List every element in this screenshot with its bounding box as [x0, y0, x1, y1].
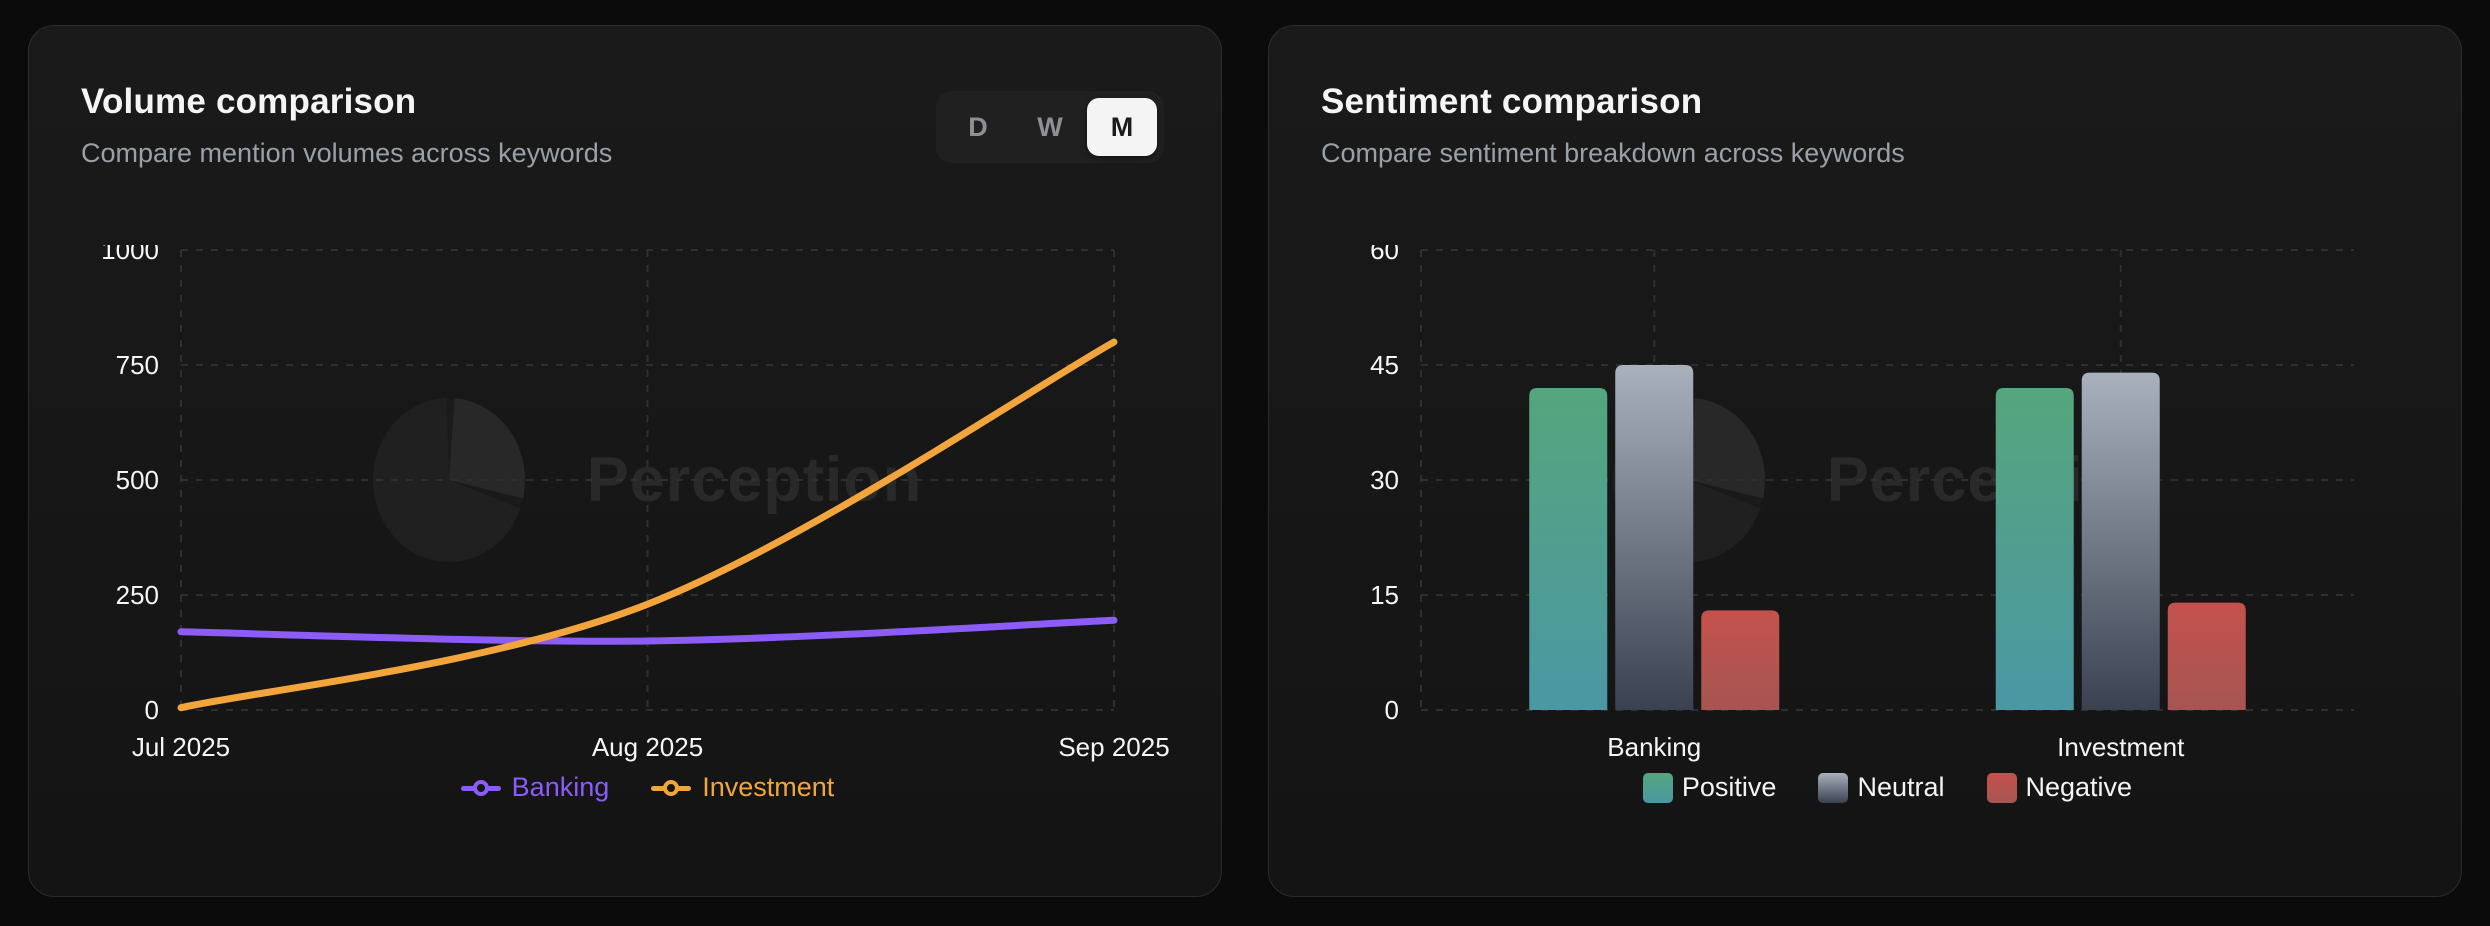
bar-investment-positive — [1995, 388, 2074, 710]
volume-line-chart: 0 250 500 750 1000 Jul 2025 Aug 2025 Sep 2025 — [101, 245, 1170, 762]
investment-line-marker-icon — [651, 778, 692, 798]
negative-swatch-icon — [1986, 772, 2017, 803]
legend-item-negative: Negative — [1986, 772, 2133, 803]
y-tick-label: 0 — [145, 695, 159, 725]
x-tick-label: Jul 2025 — [132, 732, 230, 762]
banking-line-marker-icon — [460, 778, 501, 798]
y-tick-label: 60 — [1370, 245, 1399, 265]
positive-swatch-icon — [1642, 772, 1673, 803]
neutral-swatch-icon — [1818, 772, 1849, 803]
card-subtitle: Compare mention volumes across keywords — [81, 138, 613, 168]
y-tick-label: 45 — [1370, 350, 1399, 380]
toggle-month-button[interactable]: M — [1087, 98, 1157, 156]
bar-group-banking — [1529, 365, 1780, 710]
card-title: Sentiment comparison — [1321, 82, 1703, 121]
card-title: Volume comparison — [81, 82, 417, 121]
bar-group-investment — [1995, 372, 2246, 710]
gridlines — [180, 249, 1115, 711]
legend-label: Negative — [2025, 772, 2133, 802]
sentiment-comparison-card: Sentiment comparison Compare sentiment b… — [1268, 25, 2462, 897]
toggle-week-button[interactable]: W — [1015, 98, 1085, 156]
sentiment-bar-chart: 0 15 30 45 60 Banking Investment — [1370, 245, 2354, 762]
x-tick-label: Investment — [2057, 732, 2185, 762]
card-subtitle: Compare sentiment breakdown across keywo… — [1321, 138, 1905, 168]
line-series-investment — [177, 338, 1118, 712]
legend-item-positive: Positive — [1642, 772, 1777, 803]
x-tick-label: Aug 2025 — [592, 732, 703, 762]
sentiment-chart-legend: Positive Neutral Negative — [1421, 772, 2354, 803]
legend-label: Positive — [1681, 772, 1777, 802]
legend-label: Investment — [702, 772, 835, 802]
line-series-banking — [177, 616, 1118, 645]
y-tick-label: 750 — [116, 350, 159, 380]
y-tick-label: 1000 — [101, 245, 159, 265]
volume-comparison-card: Volume comparison Compare mention volume… — [28, 25, 1222, 897]
volume-chart-legend: Banking Investment — [181, 772, 1114, 803]
legend-label: Banking — [511, 772, 610, 802]
y-tick-label: 0 — [1385, 695, 1399, 725]
legend-item-banking: Banking — [460, 772, 610, 803]
legend-item-investment: Investment — [651, 772, 834, 803]
legend-item-neutral: Neutral — [1818, 772, 1945, 803]
bar-banking-positive — [1529, 388, 1608, 710]
x-tick-label: Banking — [1607, 732, 1701, 762]
legend-label: Neutral — [1857, 772, 1945, 802]
y-tick-label: 15 — [1370, 580, 1399, 610]
bar-banking-negative — [1701, 610, 1780, 710]
y-tick-label: 500 — [116, 465, 159, 495]
y-tick-label: 250 — [116, 580, 159, 610]
x-tick-label: Sep 2025 — [1058, 732, 1169, 762]
time-range-toggle: D W M — [936, 91, 1164, 163]
bar-investment-neutral — [2081, 372, 2160, 710]
y-tick-label: 30 — [1370, 465, 1399, 495]
bar-banking-neutral — [1615, 365, 1694, 710]
bar-investment-negative — [2167, 602, 2246, 710]
toggle-day-button[interactable]: D — [943, 98, 1013, 156]
